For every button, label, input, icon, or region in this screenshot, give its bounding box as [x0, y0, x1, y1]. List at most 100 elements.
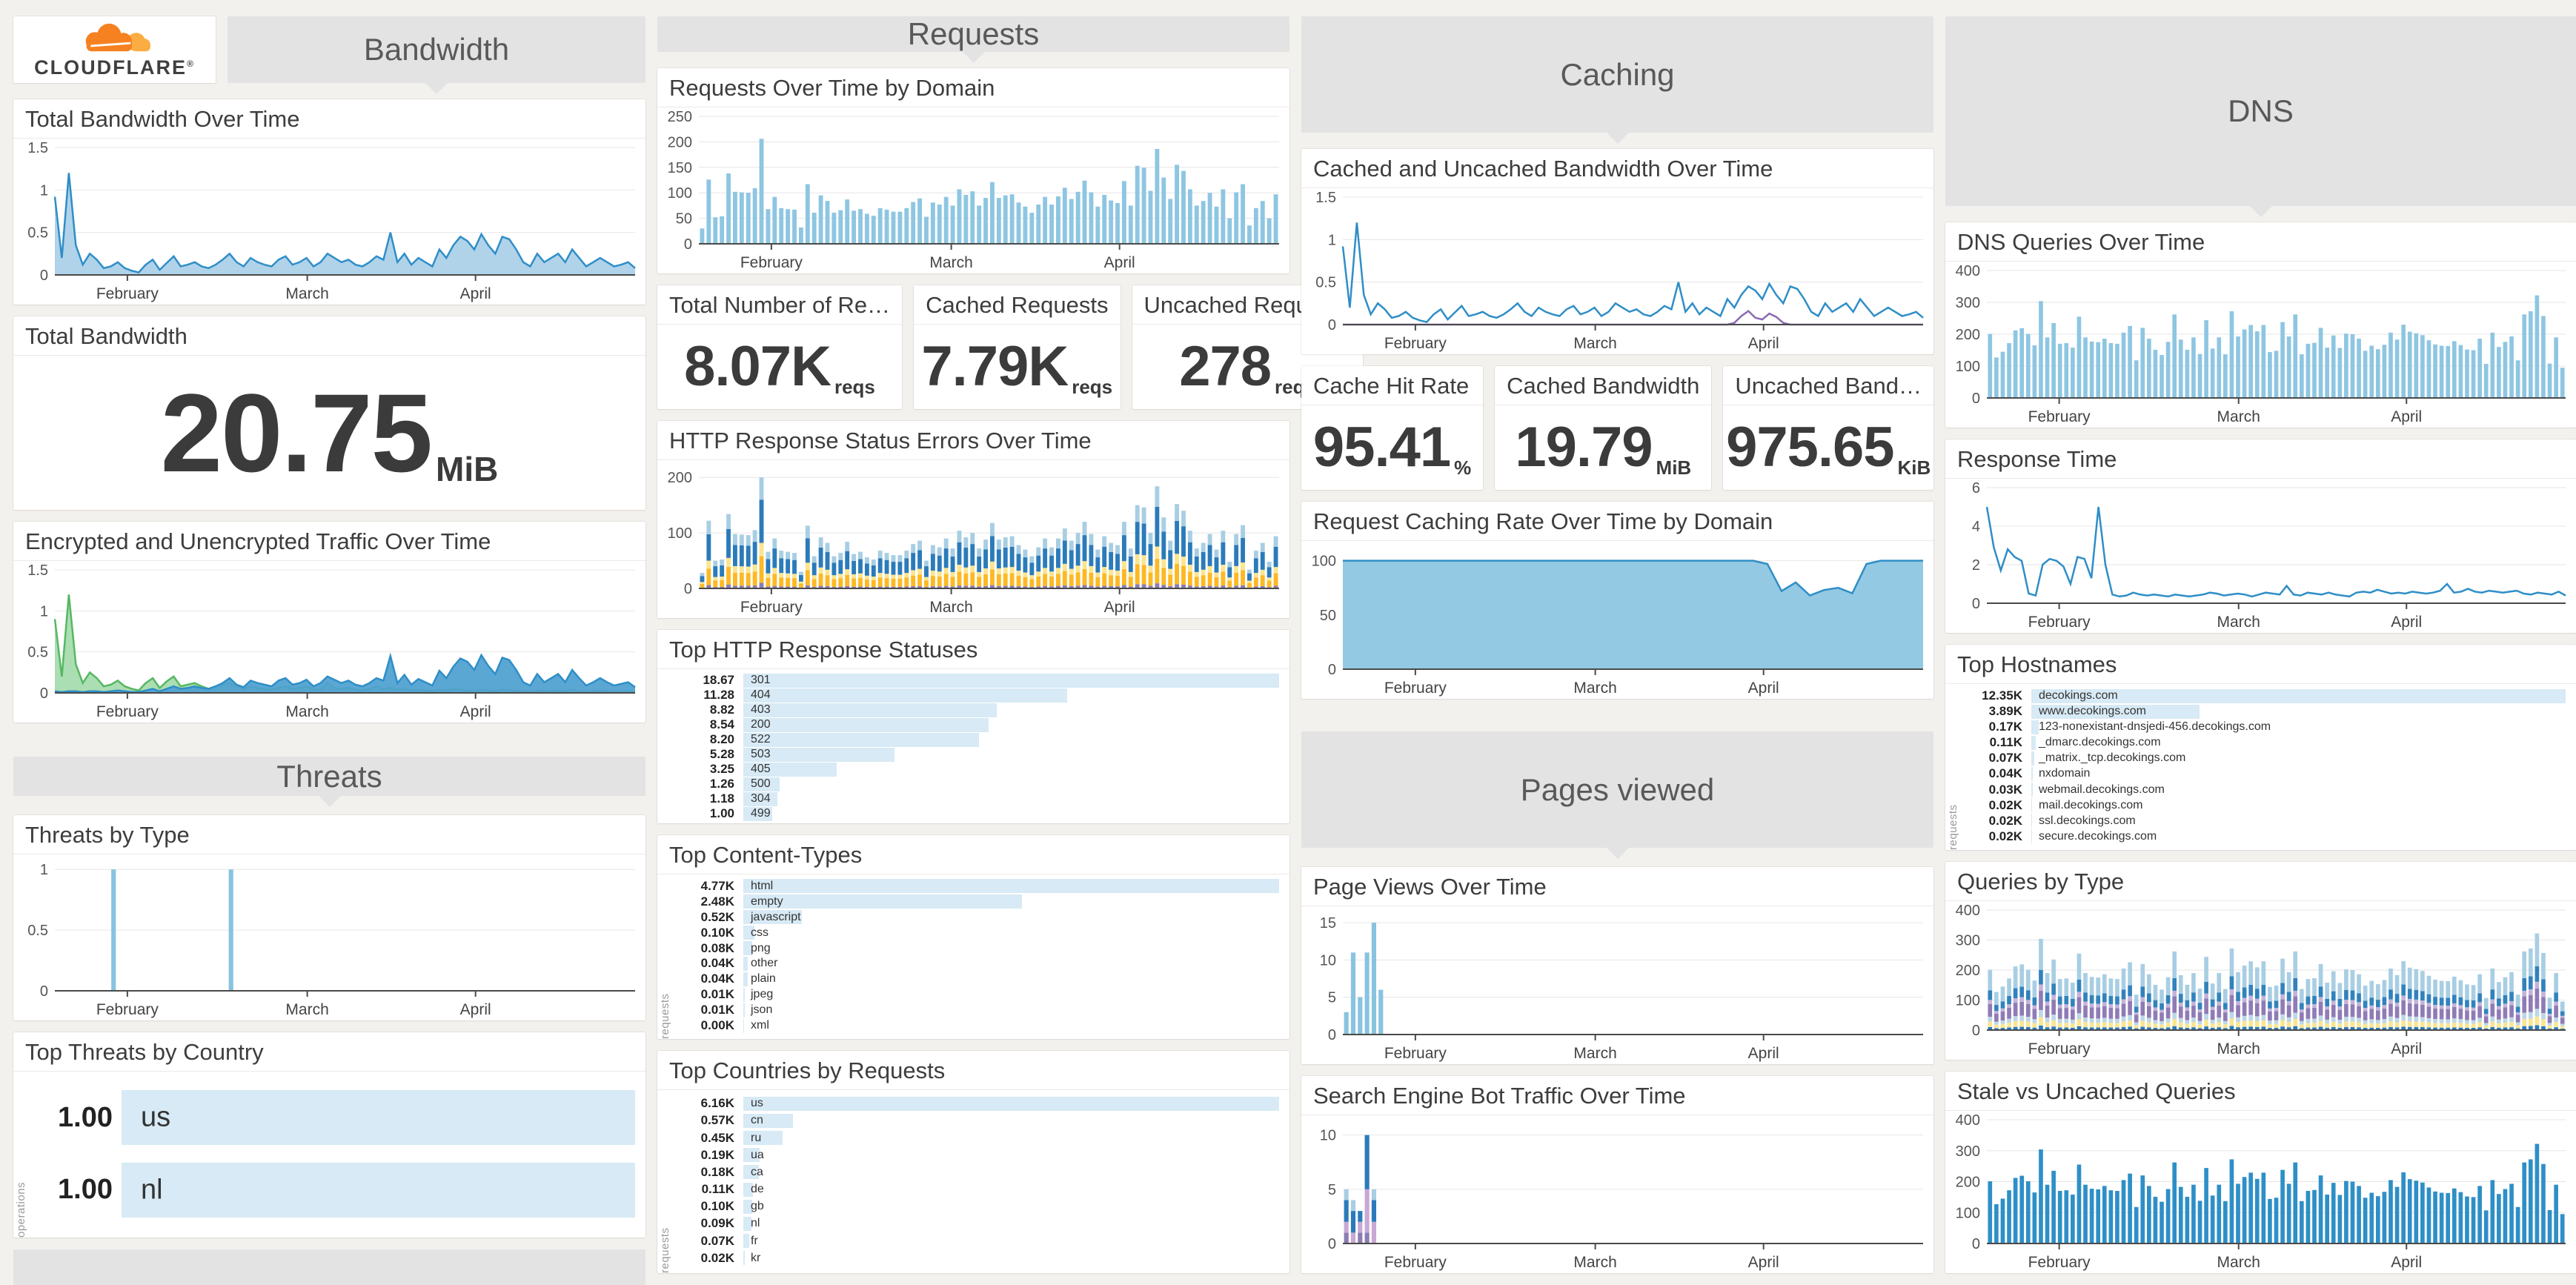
- card-threats-by-type: Threats by Type 0 0.5 1 February March April: [13, 815, 645, 1020]
- svg-text:0: 0: [1972, 596, 1980, 612]
- svg-text:March: March: [929, 599, 972, 616]
- row-bar-track: 200: [743, 717, 1279, 732]
- list-row: 0.04K plain: [660, 972, 1279, 986]
- row-bar: [743, 956, 748, 971]
- row-bar-track: nxdomain: [2031, 766, 2566, 781]
- section-header-caching[interactable]: Caching: [1301, 16, 1933, 133]
- list-row: 0.01K jpeg: [660, 987, 1279, 1002]
- svg-text:April: April: [2391, 614, 2422, 631]
- row-label: javascript: [751, 910, 801, 923]
- row-value: 0.07K: [1988, 751, 2022, 766]
- section-header-requests[interactable]: Requests: [657, 16, 1289, 52]
- stat-value: 19.79: [1515, 416, 1653, 479]
- svg-text:February: February: [1384, 1045, 1447, 1062]
- section-header-bandwidth[interactable]: Bandwidth: [228, 16, 645, 83]
- section-header-label: Requests: [907, 16, 1040, 51]
- row-label: 503: [751, 748, 771, 760]
- row-label: 500: [751, 777, 771, 790]
- row-value: 0.17K: [1988, 720, 2022, 734]
- list-row: 0.04K nxdomain: [1948, 766, 2566, 781]
- list-row: 0.57K cn: [660, 1113, 1279, 1128]
- svg-text:February: February: [2028, 1040, 2091, 1057]
- row-bar-track: other: [743, 956, 1279, 971]
- section-header-pages-viewed[interactable]: Pages viewed: [1301, 731, 1933, 848]
- row-bar-track: _dmarc.decokings.com: [2031, 735, 2566, 750]
- row-bar: [2031, 766, 2034, 781]
- row-label: de: [751, 1183, 764, 1196]
- svg-text:March: March: [1573, 680, 1616, 697]
- card-top-hostnames: Top Hostnames requests 12.35K decokings.co…: [1945, 645, 2576, 850]
- svg-text:1.5: 1.5: [27, 562, 48, 579]
- row-bar: [743, 1216, 751, 1231]
- card-title: Request Caching Rate Over Time by Domain: [1301, 502, 1933, 541]
- row-bar: [743, 1165, 760, 1180]
- svg-text:1: 1: [40, 182, 48, 199]
- row-bar: [743, 1148, 760, 1163]
- section-header-label: DNS: [2228, 93, 2294, 128]
- section-header-threats[interactable]: Threats: [13, 757, 645, 796]
- list-row: 0.11K de: [660, 1182, 1279, 1197]
- row-bar-track: 500: [743, 777, 1279, 791]
- svg-text:400: 400: [1956, 263, 1980, 279]
- row-label: cn: [751, 1114, 763, 1127]
- svg-text:10: 10: [1320, 952, 1336, 969]
- chart-svg: 0 100 200 300 400 February March April: [1956, 903, 2566, 1057]
- row-value: 1.00: [58, 1101, 113, 1133]
- row-label: 522: [751, 733, 771, 746]
- card-queries-by-type: Queries by Type 0 100 200 300 400 February Mar…: [1945, 862, 2576, 1060]
- row-value: 0.04K: [700, 972, 734, 986]
- chart-svg: 0 50 100 February March April: [1312, 554, 1923, 697]
- card-title: Top HTTP Response Statuses: [657, 630, 1289, 669]
- search-engine-bot-traffic-chart: 0 5 10 February March April: [1301, 1115, 1933, 1273]
- list-row: 18.67 301: [660, 673, 1279, 688]
- list-row: 0.02K secure.decokings.com: [1948, 829, 2566, 844]
- row-bar-track: 522: [743, 732, 1279, 747]
- list-row: 0.02K kr: [660, 1251, 1279, 1266]
- row-bar-track: html: [743, 879, 1279, 894]
- card-title: Cached Bandwidth: [1495, 366, 1712, 405]
- row-bar-track: 301: [743, 673, 1279, 688]
- svg-text:50: 50: [1320, 608, 1336, 624]
- row-value: 0.11K: [1989, 735, 2022, 750]
- section-header-dns[interactable]: DNS: [1945, 16, 2576, 206]
- total-bandwidth-over-time-chart: 0 0.5 1 1.5 February March April: [13, 139, 645, 305]
- svg-text:0: 0: [684, 236, 692, 253]
- list-row: 0.02K mail.decokings.com: [1948, 798, 2566, 813]
- row-value: 0.02K: [700, 1250, 734, 1265]
- card-cached-uncached-bandwidth: Cached and Uncached Bandwidth Over Time …: [1301, 149, 1933, 354]
- svg-text:5: 5: [1328, 1182, 1336, 1198]
- list-row: 1.00 499: [660, 806, 1279, 821]
- svg-text:100: 100: [668, 185, 692, 202]
- row-value: 3.89K: [1988, 704, 2022, 719]
- row-bar: [743, 926, 755, 940]
- cloudflare-cloud-icon: [85, 23, 150, 51]
- row-bar-track: xml: [743, 1018, 1279, 1033]
- row-bar-track: 499: [743, 806, 1279, 821]
- row-label: 404: [751, 688, 771, 701]
- column-caching: Caching Cached and Uncached Bandwidth Ov…: [1301, 16, 1933, 1285]
- section-header-label: Pages viewed: [1520, 771, 1715, 807]
- request-caching-rate-chart: 0 50 100 February March April: [1301, 541, 1933, 699]
- row-label: nl: [751, 1217, 760, 1230]
- stat-unit: reqs: [834, 376, 875, 398]
- list-row: 2.48K empty: [660, 894, 1279, 909]
- requests-over-time-chart: 0 50 100 150 200 250 February March April: [657, 107, 1289, 273]
- svg-text:March: March: [2217, 408, 2260, 425]
- row-label: secure.decokings.com: [2039, 829, 2157, 843]
- row-value: 0.01K: [700, 987, 734, 1002]
- row-value: 4.77K: [700, 878, 734, 893]
- chart-svg: 0 2 4 6 February March April: [1972, 480, 2566, 631]
- chart-svg: 0 100 200 300 400 February March April: [1956, 263, 2566, 425]
- dns-queries-chart: 0 100 200 300 400 February March April: [1945, 262, 2576, 428]
- card-http-errors-over-time: HTTP Response Status Errors Over Time 0 1…: [657, 421, 1289, 618]
- row-bar-track: png: [743, 941, 1279, 956]
- card-title: Total Bandwidth: [13, 316, 645, 356]
- stat-unit: MiB: [436, 450, 499, 488]
- svg-text:April: April: [1104, 254, 1135, 271]
- chart-svg: 0 0.5 1 1.5 February March April: [1315, 190, 1924, 352]
- svg-text:1: 1: [40, 603, 48, 620]
- row-bar-track: de: [743, 1182, 1279, 1197]
- top-hostnames-list: requests 12.35K decokings.com 3.89K www.deco…: [1945, 684, 2576, 850]
- row-label: ua: [751, 1148, 764, 1161]
- card-cache-hit-rate-stat: Cache Hit Rate 95.41%: [1301, 366, 1484, 490]
